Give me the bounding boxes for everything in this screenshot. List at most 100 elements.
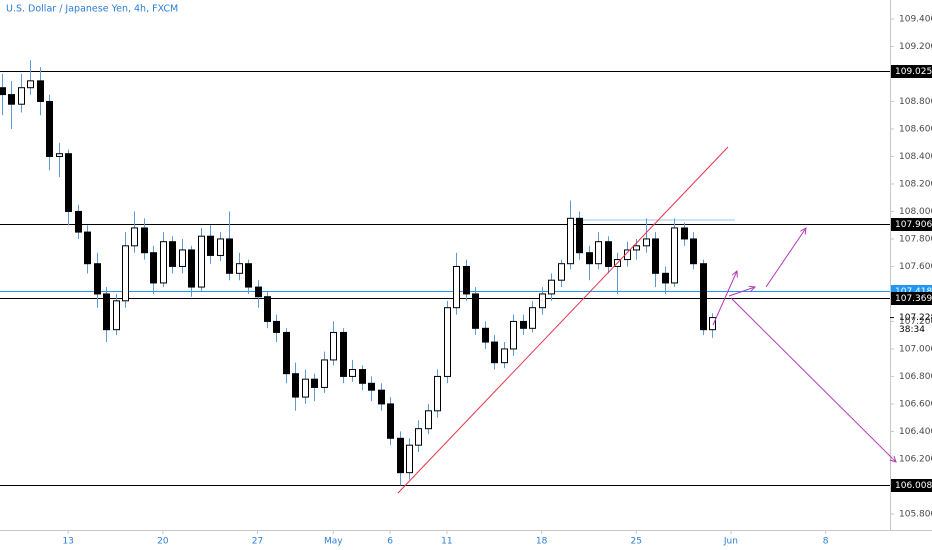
level-label: 106.008 — [895, 481, 932, 491]
y-tick-label: 108.400 — [899, 152, 932, 162]
x-tick-label: 11 — [441, 537, 452, 547]
arrow — [730, 297, 896, 462]
candle-body — [548, 279, 555, 295]
candle-body — [520, 320, 527, 329]
candle-body — [681, 227, 688, 240]
candle-body — [292, 373, 299, 398]
level-label: 107.906 — [895, 220, 932, 230]
candle-body — [472, 293, 479, 329]
y-tick-label: 107.200 — [899, 317, 932, 327]
candle-body — [652, 238, 659, 274]
candle-body — [368, 382, 375, 391]
candle-body — [586, 252, 593, 265]
y-tick-label: 107.800 — [899, 234, 932, 244]
candle-body — [558, 263, 565, 281]
candle-body — [539, 293, 546, 309]
candle-body — [453, 265, 460, 309]
y-tick-label: 108.800 — [899, 97, 932, 107]
x-tick-label: 25 — [631, 537, 642, 547]
y-tick-label: 107.600 — [899, 262, 932, 272]
last-price-label: 107.228 — [899, 313, 932, 323]
candle-body — [169, 241, 176, 267]
candle-body — [226, 238, 233, 274]
candle-body — [349, 369, 356, 377]
candle-body — [37, 80, 44, 102]
x-tick-label: 27 — [252, 537, 263, 547]
candle-body — [84, 231, 91, 265]
candle-body — [65, 153, 72, 212]
candle-body — [378, 389, 385, 405]
candle-body — [709, 317, 716, 331]
candle-body — [510, 320, 517, 350]
candle-body — [444, 307, 451, 377]
candle-body — [113, 300, 120, 331]
chart-title: U.S. Dollar / Japanese Yen, 4h, FXCM — [6, 4, 178, 15]
candle-body — [387, 403, 394, 439]
level-label-box — [891, 479, 932, 492]
y-tick-label: 106.800 — [899, 372, 932, 382]
candle-body — [397, 437, 404, 474]
y-tick-label: 106.400 — [899, 427, 932, 437]
candle-body — [255, 286, 262, 298]
candle-body — [302, 378, 309, 398]
candle-body — [690, 238, 697, 265]
x-tick-label: 13 — [62, 537, 73, 547]
y-tick-label: 106.600 — [899, 399, 932, 409]
level-label: 109.025 — [895, 67, 932, 77]
y-tick-label: 109.400 — [899, 14, 932, 24]
y-tick-label: 107.000 — [899, 344, 932, 354]
candle-body — [321, 359, 328, 388]
candle-body — [415, 428, 422, 446]
candle-body — [482, 327, 489, 343]
candle-body — [8, 94, 15, 105]
level-label: 107.369 — [895, 294, 932, 304]
candle-body — [273, 320, 280, 333]
candle-body — [501, 348, 508, 364]
candle-body — [150, 252, 157, 284]
arrow — [712, 271, 737, 326]
x-tick-label: 20 — [157, 537, 169, 547]
level-label-box — [891, 218, 932, 231]
y-tick-label: 109.200 — [899, 42, 932, 52]
candle-body — [103, 293, 110, 331]
candle-body — [245, 263, 252, 288]
y-tick-label: 108.200 — [899, 179, 932, 189]
candle-body — [94, 263, 101, 295]
candle-body — [595, 241, 602, 265]
candle-body — [160, 241, 167, 284]
level-label-box — [891, 292, 932, 305]
x-tick-label: Jun — [723, 537, 738, 547]
candle-body — [624, 249, 631, 261]
candle-body — [463, 265, 470, 295]
candle-body — [0, 87, 6, 96]
candle-body — [179, 249, 186, 267]
candle-body — [198, 235, 205, 288]
candle-body — [425, 410, 432, 430]
candle-body — [662, 272, 669, 284]
candle-body — [491, 341, 498, 364]
candle-body — [406, 444, 413, 474]
candle-body — [643, 238, 650, 247]
y-tick-label: 105.800 — [899, 509, 932, 519]
candle-body — [311, 378, 318, 388]
candle-body — [75, 210, 82, 233]
y-tick-label: 108.600 — [899, 124, 932, 134]
candle-body — [46, 100, 53, 157]
trend-line — [397, 146, 729, 494]
arrow — [765, 228, 806, 288]
countdown-label: 38:34 — [899, 325, 925, 335]
projection-arrows — [712, 228, 896, 462]
candle-body — [188, 249, 195, 288]
arrow — [728, 287, 755, 297]
candle-body — [567, 217, 574, 265]
candle-body — [529, 307, 536, 329]
candle-body — [434, 375, 441, 412]
x-tick-label: 18 — [536, 537, 548, 547]
candle-body — [207, 235, 214, 256]
candle-body — [576, 217, 583, 254]
x-tick-label: May — [324, 537, 343, 547]
y-tick-label: 108.000 — [899, 207, 932, 217]
x-tick-label: 8 — [823, 537, 829, 547]
candle-body — [633, 245, 640, 251]
